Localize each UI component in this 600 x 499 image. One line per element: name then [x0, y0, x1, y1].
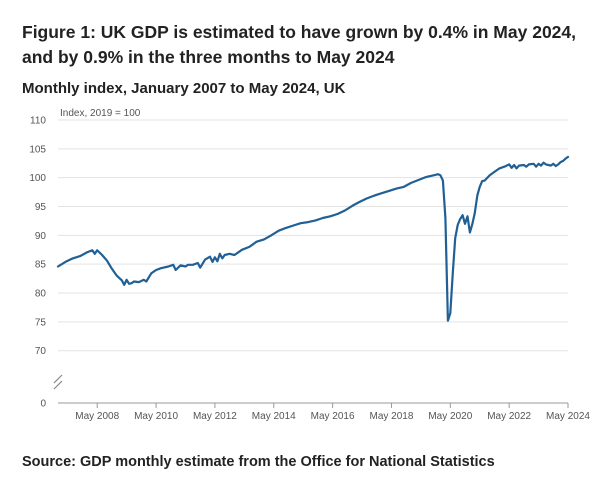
y-tick-label: 90	[35, 231, 47, 242]
gdp-series-line	[56, 155, 570, 322]
x-tick-label: May 2024	[546, 411, 590, 422]
x-tick-label: May 2008	[75, 411, 119, 422]
source-note: Source: GDP monthly estimate from the Of…	[22, 454, 495, 470]
y-tick-label: 80	[35, 289, 47, 300]
axis-break-slash	[53, 380, 63, 390]
x-tick-label: May 2012	[193, 411, 237, 422]
chart-title: Figure 1: UK GDP is estimated to have gr…	[22, 22, 577, 67]
x-axis-ticks: May 2008 May 2010 May 2012 May 2014 May 2016…	[75, 403, 590, 422]
series-layer	[56, 155, 570, 322]
y-tick-label: 105	[29, 144, 46, 155]
x-tick-label: May 2010	[134, 411, 178, 422]
x-tick-label: May 2022	[487, 411, 531, 422]
y-tick-label: 0	[40, 399, 46, 410]
x-tick-label: May 2018	[369, 411, 413, 422]
y-tick-label: 95	[35, 202, 47, 213]
axis-break-slash	[53, 374, 63, 384]
x-tick-label: May 2020	[428, 411, 472, 422]
x-tick-label: May 2014	[252, 411, 296, 422]
y-tick-label: 110	[30, 116, 46, 127]
y-axis-unit-label: Index, 2019 = 100	[60, 108, 141, 119]
y-tick-label: 85	[35, 260, 47, 271]
y-tick-label: 70	[35, 346, 47, 357]
y-tick-label: 100	[29, 173, 46, 184]
y-axis-ticks: 0 70 75 80 85 90 95 100 105 110	[29, 116, 46, 410]
axis-break-marker	[50, 374, 66, 390]
x-tick-label: May 2016	[311, 411, 355, 422]
gridlines	[58, 119, 568, 404]
axis-break-mask	[50, 376, 66, 388]
y-tick-label: 75	[35, 317, 47, 328]
chart-subtitle: Monthly index, January 2007 to May 2024,…	[22, 80, 346, 97]
